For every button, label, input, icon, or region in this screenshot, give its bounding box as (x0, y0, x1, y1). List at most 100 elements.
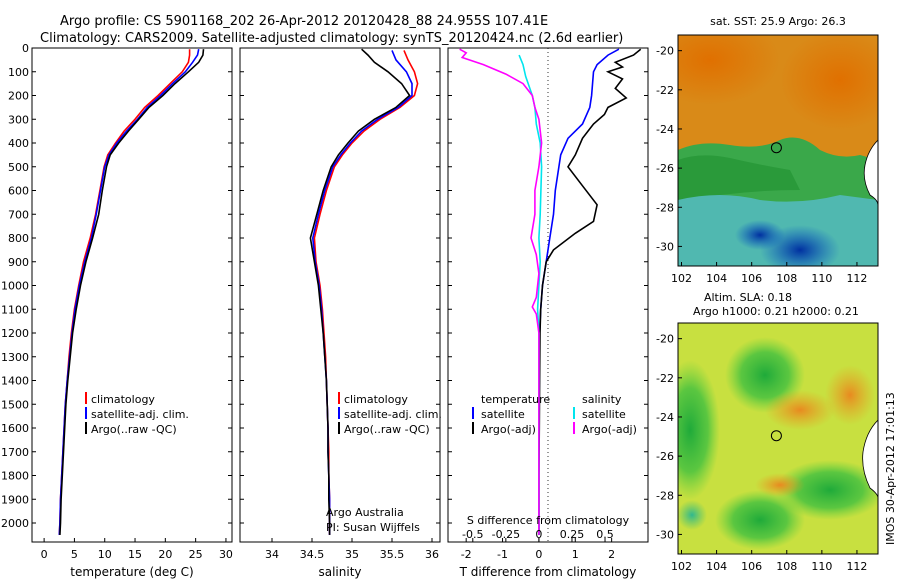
salinity-panel: 34 34.5 35 35.5 36 climatology satellite-adj… (239, 47, 442, 579)
series-line-salinity-argo-adj- (459, 48, 543, 535)
sst-lon-ticks: 102 104 106 108 110 112 (671, 262, 867, 285)
lat-tick-label: -26 (656, 450, 674, 463)
sla-heatmap (678, 323, 878, 554)
x-tick-label: 0.25 (560, 528, 585, 541)
sst-green-dark (678, 155, 800, 200)
x-tick-label: -2 (461, 548, 472, 561)
lon-tick-label: 102 (671, 560, 692, 573)
x-tick-label: 2 (608, 548, 615, 561)
legend-label-temp-satellite: satellite (481, 408, 525, 421)
depth-tick-label: 200 (8, 90, 29, 103)
lat-tick-label: -30 (656, 528, 674, 541)
sst-map: sat. SST: 25.9 Argo: 26.3 102 104 106 108 11… (656, 15, 879, 285)
depth-tick-label: 500 (8, 161, 29, 174)
lat-tick-label: -24 (656, 123, 674, 136)
sla-map-title: Altim. SLA: 0.18 (704, 291, 792, 304)
depth-tick-label: 1400 (1, 375, 29, 388)
lon-tick-label: 104 (706, 560, 727, 573)
legend-label-argo: Argo(..raw -QC) (91, 423, 177, 436)
x-tick-label: 34 (265, 548, 279, 561)
depth-tick-label: 1100 (1, 303, 29, 316)
legend-label-sal-satellite: satellite (582, 408, 626, 421)
temperature-legend: climatology satellite-adj. clim. Argo(..… (85, 392, 189, 436)
x-tick-label: 15 (128, 548, 142, 561)
lon-tick-label: 112 (846, 272, 867, 285)
x-tick-label: -1 (497, 548, 508, 561)
depth-tick-label: 900 (8, 256, 29, 269)
depth-tick-label: 700 (8, 208, 29, 221)
x-tick-label: 35 (345, 548, 359, 561)
legend-label-sal-argo: Argo(-adj) (582, 423, 637, 436)
sla-lon-ticks: 102 104 106 108 110 112 (671, 550, 867, 573)
x-tick-label: 20 (158, 548, 172, 561)
imos-timestamp-watermark: IMOS 30-Apr-2012 17:01:13 (884, 392, 897, 545)
lat-tick-label: -20 (656, 45, 674, 58)
lon-tick-label: 110 (811, 560, 832, 573)
coastline (862, 419, 878, 499)
lat-tick-label: -22 (656, 372, 674, 385)
sst-cold-core (735, 220, 785, 250)
salinity-axis-ticks: 34 34.5 35 35.5 36 (265, 538, 439, 561)
sla-green-eddy (715, 490, 805, 550)
x-tick-label: 36 (425, 548, 439, 561)
series-line-satellite-adj-clim- (58, 49, 200, 535)
lat-tick-label: -28 (656, 489, 674, 502)
depth-tick-label: 300 (8, 113, 29, 126)
sla-orange-high (765, 390, 835, 430)
salinity-depth-ticks (240, 47, 440, 524)
argo-position-marker (770, 430, 782, 442)
s-difference-label: S difference from climatology (467, 514, 630, 527)
credit-argo-australia: Argo Australia (326, 506, 404, 519)
series-line-climatology (313, 50, 419, 535)
x-tick-label: -0.5 (462, 528, 483, 541)
sla-green-eddy (678, 360, 720, 500)
x-tick-label: 0 (535, 528, 542, 541)
x-tick-label: 0 (41, 548, 48, 561)
sla-green-eddy (775, 460, 878, 520)
depth-tick-label: 800 (8, 232, 29, 245)
depth-tick-label: 1900 (1, 493, 29, 506)
lat-tick-label: -22 (656, 84, 674, 97)
x-tick-label: 0.5 (596, 528, 614, 541)
sst-warm-patch (678, 35, 780, 105)
sla-orange-high (755, 473, 805, 497)
lat-tick-label: -26 (656, 162, 674, 175)
depth-tick-label: 1800 (1, 470, 29, 483)
series-line-argo-raw-qc- (309, 48, 411, 535)
s-difference-axis-ticks: -0.5 -0.25 0 0.25 0.5 (462, 528, 614, 542)
series-line-temperature-argo-adj- (538, 48, 642, 535)
sla-map: Altim. SLA: 0.18 Argo h1000: 0.21 h2000:… (656, 291, 879, 573)
series-line-argo-raw-qc- (59, 49, 205, 535)
difference-profile-lines (459, 48, 642, 535)
legend-label-climatology: climatology (344, 393, 408, 406)
temperature-axis-ticks: 0 5 10 15 20 25 30 (41, 538, 233, 561)
depth-axis-ticks: 0 100 200 300 400 500 600 700 800 900 1000 1100 1200… (1, 42, 232, 530)
x-tick-label: 0 (535, 548, 542, 561)
depth-tick-label: 1200 (1, 327, 29, 340)
depth-tick-label: 400 (8, 137, 29, 150)
lat-tick-label: -20 (656, 333, 674, 346)
salinity-axes-frame (239, 47, 441, 543)
depth-tick-label: 1500 (1, 398, 29, 411)
x-tick-label: 35.5 (380, 548, 405, 561)
temperature-xlabel: temperature (deg C) (70, 565, 193, 579)
legend-title-salinity: salinity (582, 393, 622, 406)
lon-tick-label: 108 (776, 272, 797, 285)
difference-legend: temperature satellite Argo(-adj) salinit… (472, 393, 637, 436)
depth-tick-label: 2000 (1, 517, 29, 530)
temperature-profile-lines (58, 49, 205, 535)
series-line-temperature-satellite (538, 48, 620, 535)
sla-cyan-core (678, 500, 707, 530)
salinity-legend: climatology satellite-adj. clim. Argo(..… (338, 392, 442, 436)
x-tick-label: 1 (572, 548, 579, 561)
argo-position-marker (770, 142, 782, 154)
header-title-line2: Climatology: CARS2009. Satellite-adjuste… (40, 31, 623, 46)
lat-tick-label: -28 (656, 201, 674, 214)
sst-heatmap (678, 35, 878, 266)
header-title-line1: Argo profile: CS 5901168_202 26-Apr-2012… (60, 14, 548, 29)
x-tick-label: 25 (189, 548, 203, 561)
lon-tick-label: 108 (776, 560, 797, 573)
coastline (863, 139, 878, 206)
x-tick-label: -0.25 (492, 528, 520, 541)
